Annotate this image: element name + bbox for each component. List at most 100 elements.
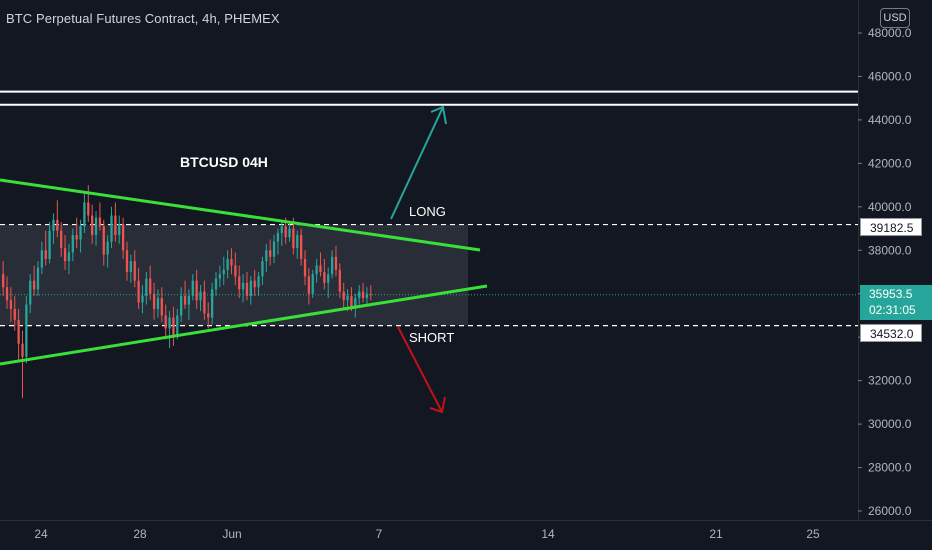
candle-body <box>129 261 133 272</box>
x-tick-label: Jun <box>222 527 241 541</box>
candle-body <box>238 276 241 290</box>
candle-body <box>176 315 179 336</box>
candle-body <box>369 293 372 295</box>
candle-body <box>87 202 90 216</box>
candle-body <box>346 295 349 301</box>
candle-body <box>145 278 148 296</box>
candle-body <box>9 300 13 309</box>
x-tick-label: 24 <box>34 527 48 541</box>
candle-body <box>350 295 353 307</box>
candle-body <box>40 250 43 268</box>
range-box <box>0 224 468 326</box>
candle-body <box>253 280 256 288</box>
candle-body <box>121 224 125 251</box>
y-tick-label: 30000.0 <box>868 417 912 431</box>
candle-body <box>358 291 361 299</box>
y-tick-label: 38000.0 <box>868 243 912 257</box>
candle-body <box>160 298 163 316</box>
y-tick-label: 26000.0 <box>868 504 912 518</box>
candle-body <box>269 250 272 257</box>
candle-body <box>214 278 218 290</box>
candle-body <box>315 265 318 275</box>
candle-body <box>311 274 314 294</box>
candle-body <box>354 298 357 307</box>
candle-body <box>48 230 51 259</box>
candle-body <box>307 276 311 294</box>
candle-body <box>276 232 280 242</box>
candle-body <box>172 317 175 336</box>
candle-body <box>338 269 341 292</box>
candle-body <box>261 261 264 277</box>
candle-body <box>199 291 202 301</box>
candle-body <box>141 295 144 303</box>
candle-body <box>342 291 345 301</box>
x-tick-label: 7 <box>376 527 383 541</box>
last-price-tag: 35953.5 02:31:05 <box>860 285 932 320</box>
candle-body <box>292 228 295 249</box>
candle-body <box>272 241 276 257</box>
y-tick-label: 40000.0 <box>868 200 912 214</box>
candle-body <box>5 287 9 301</box>
candle-body <box>102 226 105 255</box>
candle-body <box>21 343 24 357</box>
candle-body <box>327 274 330 283</box>
candle-body <box>299 235 303 259</box>
candle-body <box>63 248 67 262</box>
x-tick-label: 25 <box>806 527 820 541</box>
candle-body <box>180 295 183 316</box>
candle-body <box>133 261 136 281</box>
candle-body <box>98 217 102 227</box>
y-tick-label: 44000.0 <box>868 113 912 127</box>
x-tick-label: 21 <box>709 527 723 541</box>
currency-badge[interactable]: USD <box>880 8 910 28</box>
candle-body <box>110 215 113 242</box>
candle-body <box>13 308 16 320</box>
lower-trendline <box>0 284 488 366</box>
short-arrow <box>397 326 443 413</box>
y-tick-label: 28000.0 <box>868 461 912 475</box>
candle-body <box>284 226 287 238</box>
candle-body <box>149 278 152 294</box>
candle-body <box>2 274 5 288</box>
candle-body <box>210 289 214 318</box>
candle-body <box>137 280 140 303</box>
candle-body <box>152 293 156 309</box>
candle-body <box>75 235 78 240</box>
short-arrow-head <box>429 396 446 414</box>
long-arrow-head <box>430 105 447 125</box>
candle-body <box>79 226 82 240</box>
candle-body <box>187 295 191 305</box>
candle-body <box>32 280 36 290</box>
candle-body <box>106 241 109 255</box>
x-tick-label: 14 <box>541 527 555 541</box>
candle-body <box>25 304 28 357</box>
short-label: SHORT <box>409 330 454 345</box>
candle-body <box>71 235 74 253</box>
candle-body <box>303 258 307 277</box>
x-tick-label: 28 <box>133 527 147 541</box>
candle-body <box>36 267 40 290</box>
candle-body <box>52 219 55 231</box>
bar-countdown: 02:31:05 <box>869 303 916 317</box>
y-tick-label: 48000.0 <box>868 26 912 40</box>
candle-body <box>94 217 98 236</box>
candle-body <box>218 274 222 279</box>
symbol-title[interactable]: BTC Perpetual Futures Contract, 4h, PHEM… <box>6 11 280 26</box>
candle-body <box>207 313 210 318</box>
candle-body <box>296 235 299 249</box>
candle-body <box>334 256 338 270</box>
chart-label: BTCUSD 04H <box>180 154 268 170</box>
candle-body <box>191 280 194 296</box>
candle-body <box>114 215 117 236</box>
candle-body <box>230 258 233 266</box>
candle-body <box>245 282 249 296</box>
candles-group <box>2 185 372 399</box>
candle-body <box>125 250 129 272</box>
candle-body <box>203 291 206 314</box>
candle-body <box>226 258 229 270</box>
candle-body <box>234 265 237 277</box>
long-arrow <box>390 106 444 220</box>
candle-body <box>60 230 63 249</box>
candle-body <box>156 298 160 309</box>
